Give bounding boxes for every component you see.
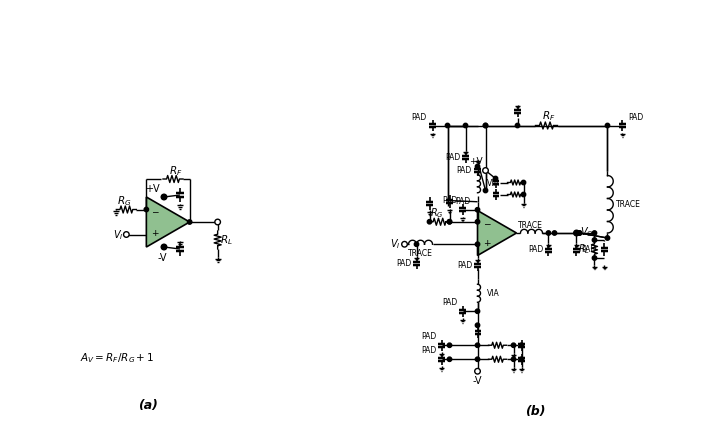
Text: PAD: PAD [455,197,470,206]
Circle shape [577,231,582,235]
Circle shape [511,357,516,362]
Circle shape [475,323,479,327]
Circle shape [546,231,551,235]
Circle shape [521,192,526,197]
Circle shape [484,123,488,128]
Circle shape [592,256,596,260]
Text: $R_F$: $R_F$ [541,110,556,123]
Circle shape [475,357,479,362]
Circle shape [447,220,452,224]
Text: TRACE: TRACE [518,220,543,230]
Text: $R_F$: $R_F$ [169,164,183,178]
Text: $R_G$: $R_G$ [429,206,443,220]
Circle shape [515,123,520,128]
Circle shape [447,357,452,362]
Circle shape [415,242,419,247]
Circle shape [463,123,467,128]
Text: PAD: PAD [457,261,472,270]
Circle shape [483,168,489,173]
Circle shape [402,241,407,247]
Circle shape [447,220,452,224]
Circle shape [475,220,479,224]
Text: VIA: VIA [486,179,499,188]
Circle shape [511,343,516,348]
Circle shape [592,231,596,235]
Circle shape [161,244,167,250]
Text: +V: +V [145,184,159,194]
Circle shape [475,343,479,348]
Circle shape [123,232,129,237]
Text: PAD: PAD [628,113,643,122]
Text: $V_O$: $V_O$ [580,225,594,239]
Text: $A_V = R_F/R_G + 1$: $A_V = R_F/R_G + 1$ [80,351,154,365]
Text: PAD: PAD [442,196,457,205]
Text: VIA: VIA [486,289,499,298]
Circle shape [475,164,479,169]
Circle shape [161,194,167,200]
Circle shape [162,245,166,249]
Circle shape [427,220,431,224]
Text: PAD: PAD [442,298,457,307]
Circle shape [475,309,479,313]
Text: $-$: $-$ [482,218,491,227]
Text: $-$: $-$ [152,206,160,215]
Text: $+$: $+$ [482,238,491,248]
Circle shape [575,231,579,235]
Circle shape [606,123,610,128]
Circle shape [475,207,479,212]
Text: PAD: PAD [421,346,436,355]
Text: -V: -V [473,376,482,386]
Text: PAD: PAD [445,153,460,162]
Circle shape [552,231,557,235]
Circle shape [188,220,192,224]
Text: PAD: PAD [581,246,596,254]
Text: $V_I$: $V_I$ [113,229,123,243]
Text: (a): (a) [138,398,158,411]
Text: +V: +V [469,157,482,166]
Text: $R_G$: $R_G$ [117,194,132,208]
Circle shape [574,230,580,236]
Circle shape [520,357,524,362]
Text: PAD: PAD [421,332,436,341]
Circle shape [521,180,526,185]
Text: (b): (b) [525,405,545,418]
Circle shape [474,368,480,374]
Circle shape [484,123,488,128]
Circle shape [446,123,450,128]
Text: $+$: $+$ [152,228,160,239]
Circle shape [606,236,610,240]
Circle shape [215,219,221,225]
Circle shape [162,195,166,199]
Text: -V: -V [157,253,167,263]
Text: PAD: PAD [411,113,426,122]
Text: TRACE: TRACE [615,200,640,209]
Circle shape [447,343,452,348]
Circle shape [144,207,149,212]
Text: PAD: PAD [396,259,411,268]
Polygon shape [477,210,517,256]
Circle shape [484,188,488,193]
Text: $R_L$: $R_L$ [220,233,233,247]
Circle shape [475,242,479,247]
Polygon shape [147,197,190,247]
Text: PAD: PAD [528,246,543,254]
Text: PAD: PAD [456,166,471,175]
Text: TRACE: TRACE [408,249,433,258]
Text: $V_I$: $V_I$ [390,237,400,251]
Circle shape [577,231,582,235]
Text: $R_L$: $R_L$ [578,242,591,256]
Circle shape [493,176,498,181]
Circle shape [520,343,524,348]
Circle shape [592,238,596,242]
